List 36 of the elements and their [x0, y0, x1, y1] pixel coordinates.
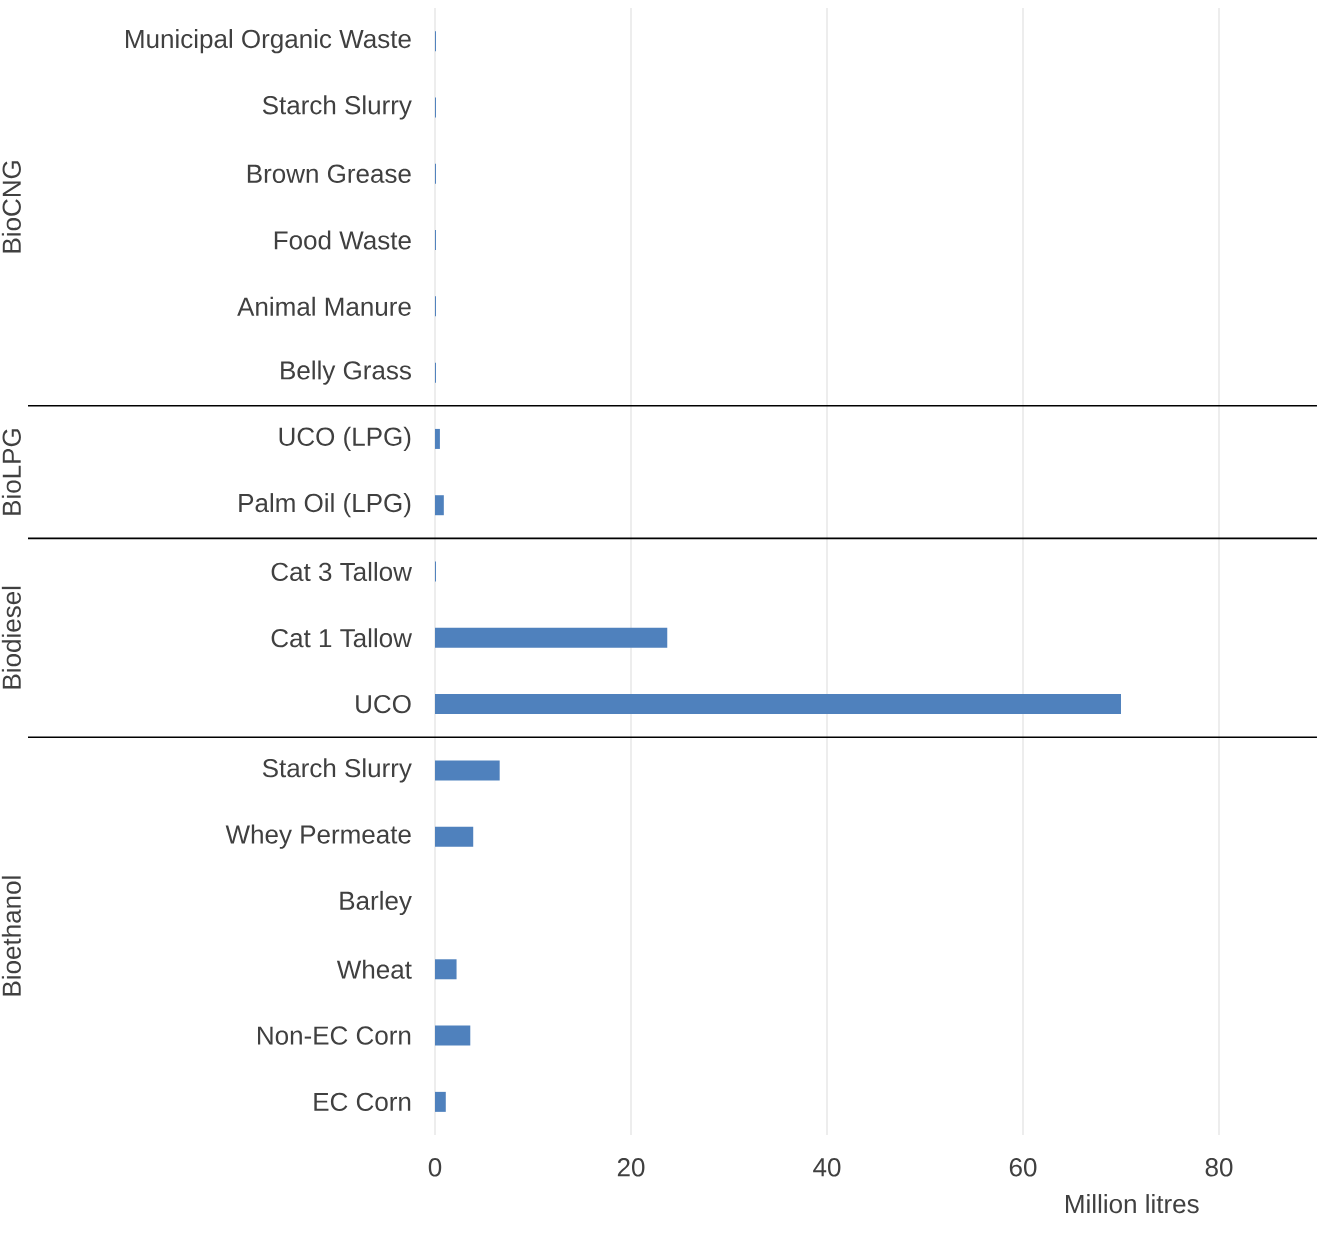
- x-tick-label: 80: [1205, 1158, 1233, 1177]
- y-tick-label: Starch Slurry: [262, 95, 412, 120]
- y-tick-label: Food Waste: [274, 230, 411, 250]
- bar: [435, 495, 444, 516]
- y-tick-label: Cat 1 Tallow: [271, 628, 412, 648]
- bar: [435, 959, 457, 980]
- y-tick-label: Non-EC Corn: [258, 1026, 411, 1045]
- bar: [435, 1025, 471, 1046]
- y-tick-label: UCO (LPG): [279, 426, 411, 452]
- y-tick-label: Starch Slurry: [262, 758, 412, 783]
- y-tick-label: Palm Oil (LPG): [239, 493, 411, 518]
- y-tick-label: Municipal Organic Waste: [126, 29, 411, 54]
- text: BioLPG: [1, 429, 21, 515]
- y-tick-label: Animal Manure: [237, 296, 411, 316]
- x-tick-label: 20: [617, 1158, 645, 1177]
- bar: [435, 760, 500, 781]
- y-tick-label: Belly Grass: [281, 360, 411, 385]
- x-tick-label: 0: [428, 1158, 442, 1177]
- x-axis-title: Million litres: [1066, 1194, 1199, 1214]
- y-tick-label: UCO: [356, 694, 411, 714]
- y-tick-label: Wheat: [336, 959, 412, 979]
- text: BioCNG: [1, 161, 21, 253]
- bar: [435, 1091, 446, 1112]
- text: Biodiesel: [1, 586, 21, 689]
- bar: [435, 428, 440, 449]
- bar: [435, 627, 668, 648]
- y-tick-label: Cat 3 Tallow: [271, 561, 412, 582]
- x-tick-label: 40: [813, 1158, 841, 1177]
- x-tick-label: 60: [1009, 1158, 1037, 1177]
- bar: [435, 694, 1121, 715]
- y-tick-label: Whey Permeate: [225, 824, 411, 849]
- y-tick-label: EC Corn: [314, 1092, 411, 1112]
- text: Bioethanol: [1, 876, 21, 996]
- bar: [435, 826, 474, 847]
- y-tick-label: Brown Grease: [247, 164, 411, 183]
- y-tick-label: Barley: [340, 890, 412, 916]
